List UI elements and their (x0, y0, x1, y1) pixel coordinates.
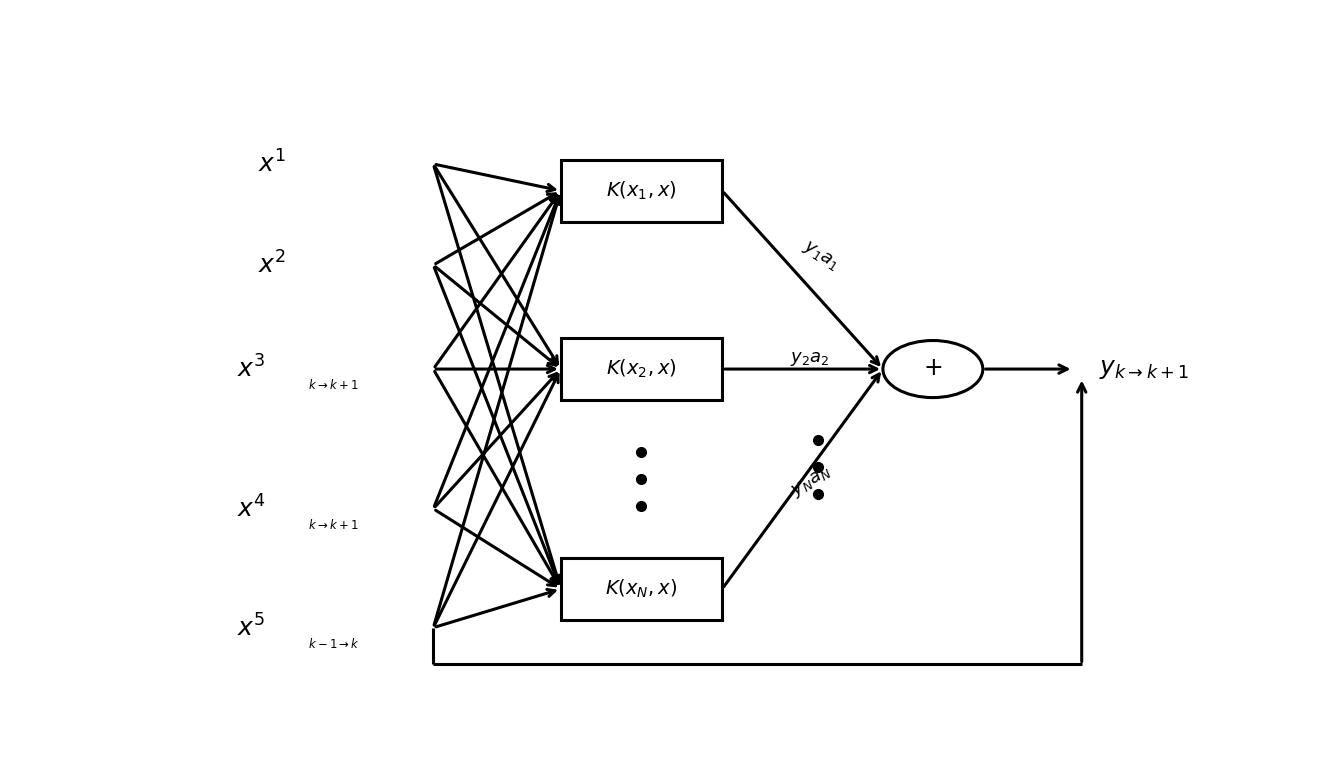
Text: $x^2$: $x^2$ (258, 252, 286, 279)
Text: $_{k\rightarrow k+1}$: $_{k\rightarrow k+1}$ (309, 515, 359, 532)
Circle shape (882, 340, 983, 398)
Text: $y_1a_1$: $y_1a_1$ (799, 238, 842, 274)
FancyBboxPatch shape (561, 558, 723, 620)
Text: $y_2a_2$: $y_2a_2$ (790, 350, 830, 368)
Text: $_{k\rightarrow k+1}$: $_{k\rightarrow k+1}$ (309, 375, 359, 392)
Text: $x^4$: $x^4$ (236, 495, 266, 523)
Text: $x^5$: $x^5$ (238, 614, 265, 642)
Text: $K(x_2,x)$: $K(x_2,x)$ (606, 358, 677, 380)
Text: $y_Na_N$: $y_Na_N$ (788, 463, 834, 501)
Text: $y_{k\rightarrow k+1}$: $y_{k\rightarrow k+1}$ (1100, 357, 1190, 381)
FancyBboxPatch shape (561, 160, 723, 222)
Text: $x^1$: $x^1$ (258, 151, 286, 178)
Text: $+$: $+$ (923, 356, 943, 380)
Text: $K(x_1,x)$: $K(x_1,x)$ (606, 180, 677, 201)
Text: $K(x_N,x)$: $K(x_N,x)$ (606, 578, 678, 600)
Text: $_{k-1\rightarrow k}$: $_{k-1\rightarrow k}$ (309, 634, 360, 651)
Text: $x^3$: $x^3$ (236, 355, 266, 383)
FancyBboxPatch shape (561, 338, 723, 400)
